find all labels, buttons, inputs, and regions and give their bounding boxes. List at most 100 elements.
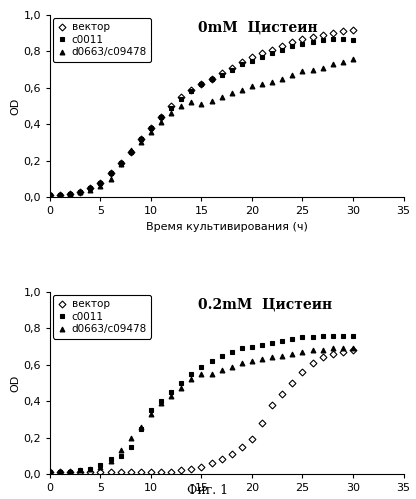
вектор <box>239 444 244 450</box>
c0011 <box>270 340 275 346</box>
вектор <box>320 354 325 360</box>
d0663/c09478 <box>290 351 295 357</box>
d0663/c09478 <box>47 469 52 475</box>
вектор <box>158 469 163 475</box>
c0011 <box>98 462 103 468</box>
d0663/c09478 <box>260 81 265 87</box>
c0011 <box>270 50 275 56</box>
c0011 <box>78 189 83 195</box>
Line: c0011: c0011 <box>47 333 355 475</box>
Line: d0663/c09478: d0663/c09478 <box>47 56 355 198</box>
вектор <box>260 420 265 426</box>
c0011 <box>300 334 305 340</box>
c0011 <box>310 39 315 45</box>
c0011 <box>47 192 52 198</box>
вектор <box>320 32 325 38</box>
d0663/c09478 <box>78 468 83 474</box>
вектор <box>168 103 173 109</box>
вектор <box>250 54 255 60</box>
вектор <box>209 76 214 82</box>
d0663/c09478 <box>351 56 356 62</box>
вектор <box>57 469 62 475</box>
d0663/c09478 <box>239 87 244 93</box>
d0663/c09478 <box>128 435 133 441</box>
c0011 <box>179 96 184 102</box>
вектор <box>189 466 194 472</box>
c0011 <box>199 364 204 370</box>
c0011 <box>209 76 214 82</box>
c0011 <box>57 469 62 475</box>
d0663/c09478 <box>280 76 285 82</box>
вектор <box>330 351 335 357</box>
вектор <box>229 65 234 71</box>
c0011 <box>179 380 184 386</box>
d0663/c09478 <box>108 458 113 464</box>
d0663/c09478 <box>229 364 234 370</box>
d0663/c09478 <box>229 90 234 96</box>
d0663/c09478 <box>189 99 194 105</box>
вектор <box>47 469 52 475</box>
вектор <box>128 149 133 155</box>
вектор <box>68 469 73 475</box>
c0011 <box>290 43 295 49</box>
d0663/c09478 <box>260 356 265 362</box>
d0663/c09478 <box>149 411 154 417</box>
d0663/c09478 <box>250 358 255 364</box>
c0011 <box>239 61 244 67</box>
d0663/c09478 <box>168 393 173 399</box>
d0663/c09478 <box>168 110 173 116</box>
вектор <box>239 59 244 65</box>
d0663/c09478 <box>270 79 275 85</box>
d0663/c09478 <box>320 347 325 353</box>
d0663/c09478 <box>47 192 52 198</box>
вектор <box>139 136 144 142</box>
Line: d0663/c09478: d0663/c09478 <box>47 346 355 475</box>
d0663/c09478 <box>219 94 224 100</box>
c0011 <box>330 333 335 339</box>
вектор <box>351 26 356 32</box>
вектор <box>300 35 305 41</box>
вектор <box>57 192 62 198</box>
d0663/c09478 <box>98 464 103 470</box>
вектор <box>330 30 335 36</box>
c0011 <box>98 180 103 186</box>
c0011 <box>340 333 345 339</box>
d0663/c09478 <box>199 371 204 377</box>
вектор <box>199 464 204 470</box>
c0011 <box>47 469 52 475</box>
вектор <box>270 46 275 52</box>
Text: 0mM  Цистеин: 0mM Цистеин <box>198 20 318 34</box>
c0011 <box>139 426 144 432</box>
вектор <box>199 81 204 87</box>
вектор <box>270 402 275 408</box>
c0011 <box>239 345 244 351</box>
c0011 <box>118 160 123 166</box>
d0663/c09478 <box>98 183 103 189</box>
d0663/c09478 <box>320 65 325 71</box>
вектор <box>189 87 194 93</box>
d0663/c09478 <box>78 189 83 195</box>
c0011 <box>128 149 133 155</box>
d0663/c09478 <box>300 68 305 74</box>
c0011 <box>57 192 62 198</box>
d0663/c09478 <box>68 191 73 197</box>
Line: вектор: вектор <box>47 348 355 475</box>
d0663/c09478 <box>158 119 163 125</box>
d0663/c09478 <box>340 59 345 65</box>
c0011 <box>189 371 194 377</box>
c0011 <box>68 469 73 475</box>
вектор <box>280 43 285 49</box>
d0663/c09478 <box>330 61 335 67</box>
вектор <box>290 380 295 386</box>
d0663/c09478 <box>118 448 123 454</box>
c0011 <box>168 389 173 395</box>
d0663/c09478 <box>149 129 154 135</box>
Legend: вектор, c0011, d0663/c09478: вектор, c0011, d0663/c09478 <box>53 295 151 338</box>
d0663/c09478 <box>108 176 113 182</box>
вектор <box>108 171 113 177</box>
вектор <box>128 469 133 475</box>
вектор <box>139 469 144 475</box>
d0663/c09478 <box>118 161 123 167</box>
d0663/c09478 <box>239 360 244 366</box>
вектор <box>290 39 295 45</box>
